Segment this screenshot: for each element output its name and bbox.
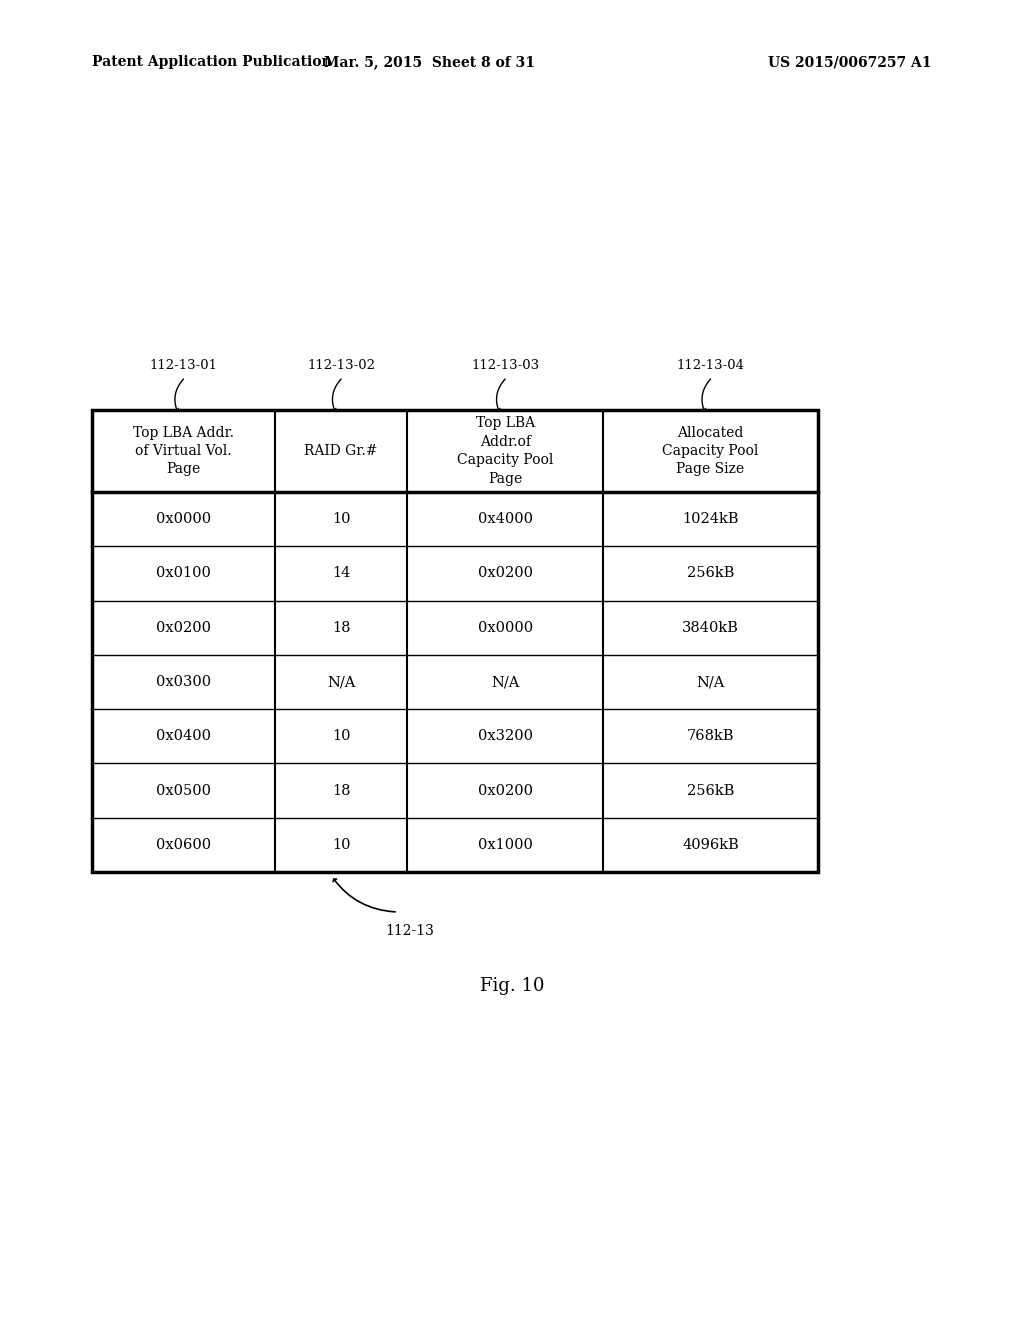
Text: Fig. 10: Fig. 10 [480, 977, 544, 995]
Text: 112-13-04: 112-13-04 [677, 359, 744, 372]
Text: 4096kB: 4096kB [682, 838, 739, 851]
Text: RAID Gr.#: RAID Gr.# [304, 444, 378, 458]
Text: 112-13: 112-13 [386, 924, 434, 939]
Text: 0x0100: 0x0100 [156, 566, 211, 581]
Text: 0x0600: 0x0600 [156, 838, 211, 851]
Text: Patent Application Publication: Patent Application Publication [92, 55, 332, 69]
Text: 1024kB: 1024kB [682, 512, 738, 527]
Text: 112-13-01: 112-13-01 [150, 359, 217, 372]
Text: 0x0300: 0x0300 [156, 675, 211, 689]
Text: 18: 18 [332, 620, 350, 635]
Text: 0x0000: 0x0000 [156, 512, 211, 527]
Text: 0x0200: 0x0200 [156, 620, 211, 635]
Text: N/A: N/A [327, 675, 355, 689]
Text: 112-13-02: 112-13-02 [307, 359, 375, 372]
Text: Top LBA Addr.
of Virtual Vol.
Page: Top LBA Addr. of Virtual Vol. Page [133, 425, 233, 477]
Text: 768kB: 768kB [687, 729, 734, 743]
Text: 0x3200: 0x3200 [477, 729, 532, 743]
Text: 0x0200: 0x0200 [477, 784, 532, 797]
Bar [92, 411, 818, 873]
Text: N/A: N/A [696, 675, 725, 689]
Text: 256kB: 256kB [687, 566, 734, 581]
Text: 14: 14 [332, 566, 350, 581]
Text: 0x0000: 0x0000 [477, 620, 532, 635]
Text: 10: 10 [332, 729, 350, 743]
Text: Allocated
Capacity Pool
Page Size: Allocated Capacity Pool Page Size [663, 425, 759, 477]
Text: 256kB: 256kB [687, 784, 734, 797]
Text: 0x0400: 0x0400 [156, 729, 211, 743]
Text: 0x4000: 0x4000 [477, 512, 532, 527]
Text: 3840kB: 3840kB [682, 620, 739, 635]
Text: Mar. 5, 2015  Sheet 8 of 31: Mar. 5, 2015 Sheet 8 of 31 [325, 55, 536, 69]
Text: US 2015/0067257 A1: US 2015/0067257 A1 [768, 55, 932, 69]
Text: 10: 10 [332, 512, 350, 527]
Text: 18: 18 [332, 784, 350, 797]
Text: 112-13-03: 112-13-03 [471, 359, 540, 372]
Text: Top LBA
Addr.of
Capacity Pool
Page: Top LBA Addr.of Capacity Pool Page [457, 416, 553, 486]
Text: N/A: N/A [490, 675, 519, 689]
Text: 0x1000: 0x1000 [477, 838, 532, 851]
Text: 0x0500: 0x0500 [156, 784, 211, 797]
Text: 10: 10 [332, 838, 350, 851]
Text: 0x0200: 0x0200 [477, 566, 532, 581]
